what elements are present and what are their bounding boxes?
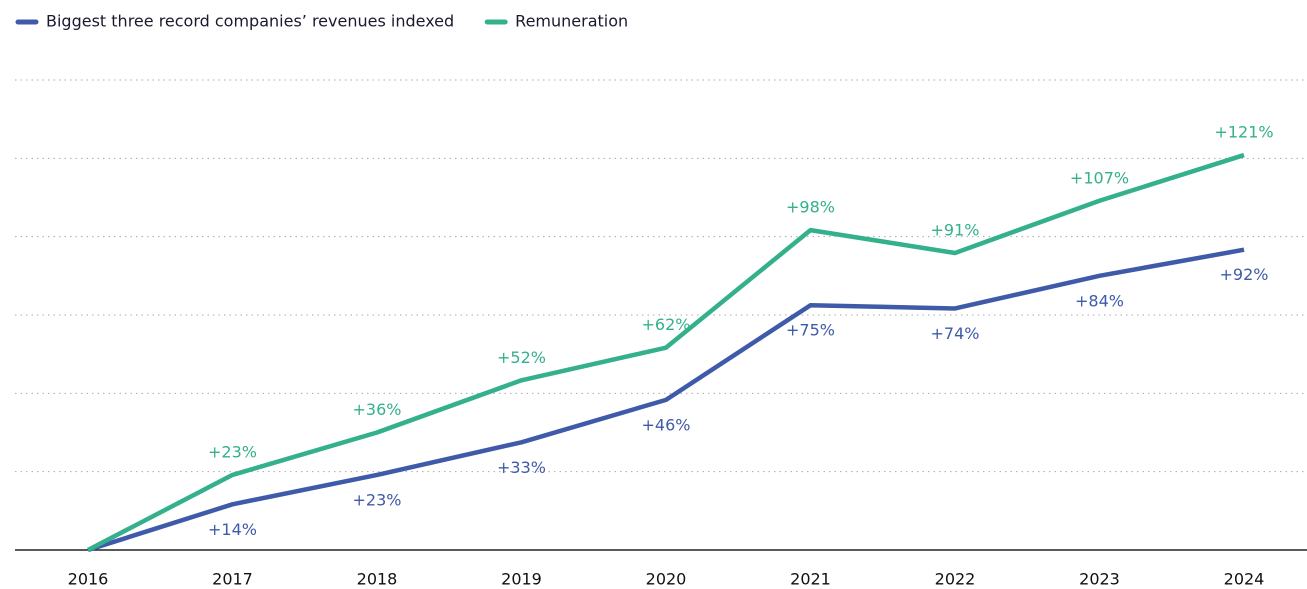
x-tick-label: 2021 <box>790 570 831 589</box>
value-label: +36% <box>353 400 402 419</box>
value-label: +84% <box>1075 291 1124 310</box>
x-tick-label: 2023 <box>1079 570 1120 589</box>
value-label: +23% <box>208 442 257 461</box>
value-label: +74% <box>931 324 980 343</box>
value-label: +98% <box>786 198 835 217</box>
x-tick-label: 2022 <box>935 570 976 589</box>
value-label: +52% <box>497 348 546 367</box>
x-tick-label: 2019 <box>501 570 542 589</box>
x-tick-label: 2016 <box>68 570 109 589</box>
line <box>86 152 1245 552</box>
value-label: +107% <box>1070 168 1129 187</box>
value-label: +91% <box>931 220 980 239</box>
value-label: +75% <box>786 321 835 340</box>
value-label: +92% <box>1220 265 1269 284</box>
x-tick-label: 2020 <box>646 570 687 589</box>
x-tick-label: 2018 <box>357 570 398 589</box>
x-tick-label: 2017 <box>212 570 253 589</box>
value-label: +46% <box>642 415 691 434</box>
value-label: +14% <box>208 520 257 539</box>
legend-label: Biggest three record companies’ revenues… <box>46 12 454 31</box>
value-label: +33% <box>497 458 546 477</box>
x-tick-label: 2024 <box>1224 570 1265 589</box>
value-label: +23% <box>353 490 402 509</box>
value-label: +62% <box>642 315 691 334</box>
value-label: +121% <box>1214 123 1273 142</box>
legend-label: Remuneration <box>515 12 628 31</box>
line <box>87 247 1245 553</box>
